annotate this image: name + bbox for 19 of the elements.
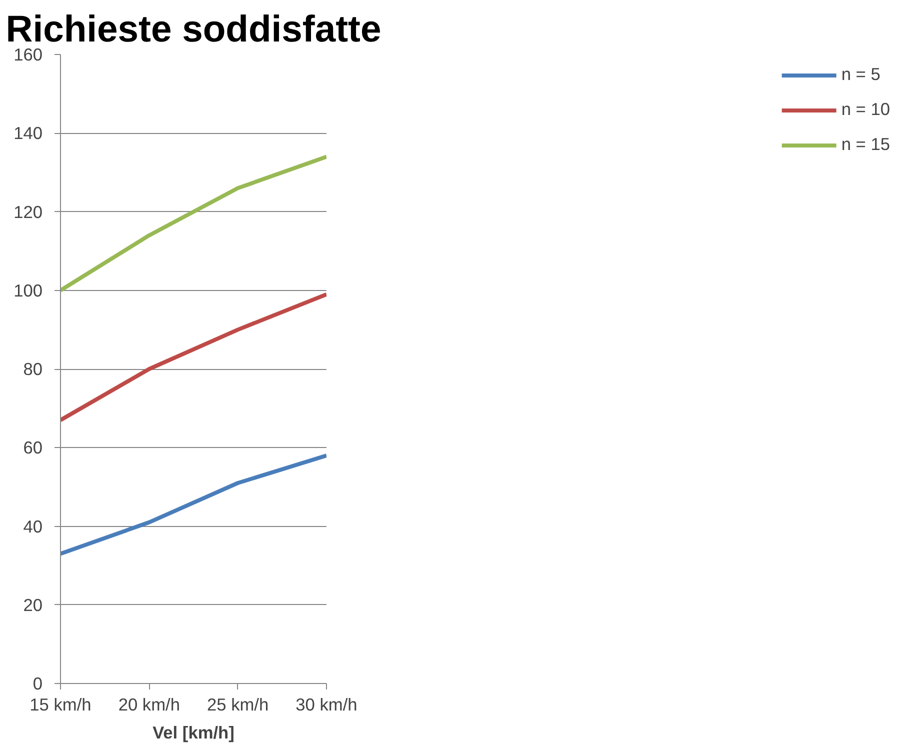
y-tick-label: 120 xyxy=(14,202,43,222)
line-series xyxy=(60,292,326,422)
y-tick-label: 20 xyxy=(23,594,43,615)
x-tick-label: 15 km/h xyxy=(30,694,92,714)
y-tick-label: 80 xyxy=(23,359,43,379)
y-tick-label: 0 xyxy=(32,674,43,694)
legend-label: n = 5 xyxy=(841,64,880,85)
line-series xyxy=(60,154,326,292)
y-tick-label: 60 xyxy=(23,438,43,458)
x-tick-label: 20 km/h xyxy=(118,694,180,714)
x-tick-label: 25 km/h xyxy=(207,694,269,714)
line-series xyxy=(60,453,326,556)
y-tick-label: 100 xyxy=(14,280,43,300)
x-tick-label: 30 km/h xyxy=(296,694,358,714)
legend-label: n = 15 xyxy=(841,134,890,155)
y-tick-label: 140 xyxy=(14,123,43,144)
legend-label: n = 10 xyxy=(841,99,890,120)
x-axis-title: Vel [km/h] xyxy=(152,722,234,742)
y-tick-label: 40 xyxy=(23,516,43,536)
